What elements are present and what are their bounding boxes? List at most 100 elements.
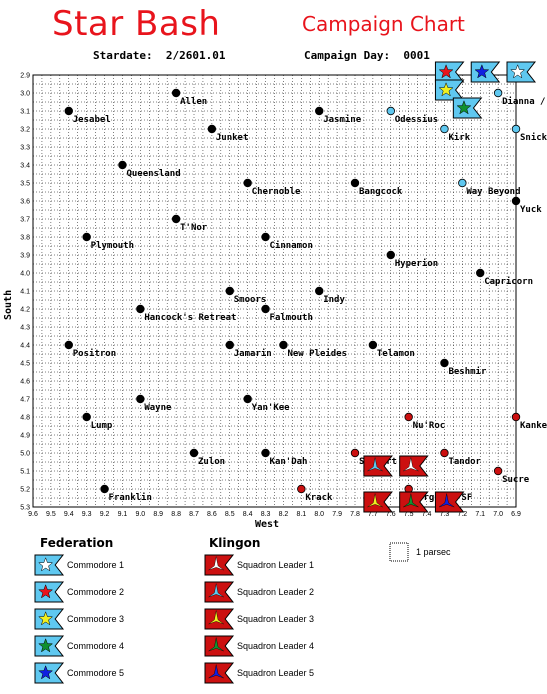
planet-marker[interactable]: [171, 88, 181, 98]
federation-fleet-marker[interactable]: [434, 61, 465, 83]
planet[interactable]: Queensland: [118, 160, 181, 179]
planet-marker[interactable]: [404, 412, 413, 422]
planet-marker[interactable]: [100, 484, 109, 494]
planet-marker[interactable]: [171, 214, 181, 224]
planet[interactable]: Falmouth: [261, 304, 313, 323]
planet-marker[interactable]: [315, 106, 324, 116]
planet[interactable]: Yuck: [511, 196, 542, 215]
planet[interactable]: Jasmine: [315, 106, 362, 125]
planet-marker[interactable]: [225, 286, 234, 296]
planet-label: Yuck: [520, 205, 542, 215]
planet[interactable]: Dianna / SB 31: [493, 88, 547, 107]
planet-marker[interactable]: [493, 88, 503, 98]
federation-fleet-marker[interactable]: [470, 61, 501, 83]
planet-marker[interactable]: [493, 466, 503, 476]
planet-marker[interactable]: [64, 106, 73, 116]
planet-marker[interactable]: [136, 304, 145, 314]
planet[interactable]: Jesabel: [64, 106, 111, 125]
planet-marker[interactable]: [350, 178, 360, 188]
planet[interactable]: Kan'Dah: [261, 448, 308, 467]
federation-legend-flag[interactable]: [34, 662, 65, 684]
planet-marker[interactable]: [261, 448, 270, 458]
klingon-fleet-marker[interactable]: [399, 455, 429, 477]
planet[interactable]: Nu'Roc: [404, 412, 445, 431]
federation-fleet-marker[interactable]: [434, 79, 465, 101]
planet[interactable]: Junket: [207, 124, 248, 143]
planet[interactable]: Positron: [64, 340, 116, 359]
x-tick-label: 7.2: [457, 511, 467, 518]
planet[interactable]: Odessius: [386, 106, 438, 125]
planet[interactable]: Jamarin: [225, 340, 272, 359]
planet[interactable]: Kanker: [511, 412, 547, 431]
planet-marker[interactable]: [261, 304, 270, 314]
planet[interactable]: Zulon: [189, 448, 225, 467]
planet[interactable]: Beshmir: [440, 358, 487, 377]
planet-marker[interactable]: [243, 178, 252, 188]
planet[interactable]: T'Nor: [171, 214, 208, 233]
planet[interactable]: Allen: [171, 88, 207, 107]
federation-legend-flag[interactable]: [34, 608, 65, 630]
planet[interactable]: Chernoble: [243, 178, 301, 197]
planet[interactable]: Way Beyond: [458, 178, 521, 197]
planet[interactable]: Smoors: [225, 286, 266, 305]
planet[interactable]: Franklin: [100, 484, 152, 503]
planet[interactable]: Kirk: [440, 124, 471, 143]
planet-marker[interactable]: [297, 484, 306, 494]
klingon-legend-flag[interactable]: [204, 581, 235, 603]
federation-fleet-marker[interactable]: [506, 61, 537, 83]
planet[interactable]: Krack: [297, 484, 333, 503]
planet-marker[interactable]: [440, 124, 449, 134]
planet-marker[interactable]: [64, 340, 73, 350]
planet-marker[interactable]: [189, 448, 199, 458]
planet-marker[interactable]: [225, 340, 234, 350]
klingon-fleet-marker[interactable]: [434, 491, 465, 513]
klingon-fleet-marker[interactable]: [363, 455, 393, 477]
klingon-legend-flag[interactable]: [204, 608, 235, 630]
planet[interactable]: Lump: [82, 412, 113, 431]
planet-marker[interactable]: [82, 232, 91, 242]
planet[interactable]: Yan'Kee: [243, 394, 290, 413]
planet[interactable]: Hancock's Retreat: [136, 304, 237, 323]
planet[interactable]: Tandor: [440, 448, 482, 467]
planet[interactable]: New Pleides: [279, 340, 347, 359]
federation-fleet-marker[interactable]: [452, 97, 483, 119]
planet[interactable]: Hyperion: [386, 250, 438, 269]
planet-marker[interactable]: [440, 448, 449, 458]
planet-marker[interactable]: [350, 448, 360, 458]
planet[interactable]: Plymouth: [82, 232, 134, 251]
klingon-legend-flag[interactable]: [204, 635, 235, 657]
planet-marker[interactable]: [511, 196, 521, 206]
planet[interactable]: Cinnamon: [261, 232, 313, 251]
planet[interactable]: Indy: [315, 286, 345, 305]
planet-marker[interactable]: [118, 160, 127, 170]
planet-marker[interactable]: [511, 412, 521, 422]
planet[interactable]: Snickers: [511, 124, 547, 143]
planet[interactable]: Sucre: [493, 466, 530, 485]
klingon-fleet-marker[interactable]: [363, 491, 393, 513]
planet-marker[interactable]: [386, 106, 395, 116]
klingon-legend-flag[interactable]: [204, 554, 235, 576]
planet-marker[interactable]: [261, 232, 270, 242]
klingon-legend-flag[interactable]: [204, 662, 235, 684]
planet-marker[interactable]: [136, 394, 145, 404]
federation-legend-flag[interactable]: [34, 635, 65, 657]
planet-marker[interactable]: [511, 124, 521, 134]
planet-marker[interactable]: [476, 268, 485, 278]
planet[interactable]: Bangcock: [350, 178, 403, 197]
klingon-fleet-marker[interactable]: [399, 491, 429, 513]
federation-legend-flag[interactable]: [34, 554, 65, 576]
planet-marker[interactable]: [207, 124, 217, 134]
planet-marker[interactable]: [243, 394, 252, 404]
planet-marker[interactable]: [279, 340, 288, 350]
planet-marker[interactable]: [82, 412, 91, 422]
planet[interactable]: Telamon: [368, 340, 415, 359]
planet-marker[interactable]: [368, 340, 378, 350]
planet-marker[interactable]: [386, 250, 395, 260]
planet[interactable]: Wayne: [136, 394, 172, 413]
federation-legend-flag[interactable]: [34, 581, 65, 603]
planet[interactable]: Capricorn: [476, 268, 533, 287]
planet-marker[interactable]: [315, 286, 324, 296]
planet-marker[interactable]: [458, 178, 467, 188]
planet-marker[interactable]: [440, 358, 449, 368]
